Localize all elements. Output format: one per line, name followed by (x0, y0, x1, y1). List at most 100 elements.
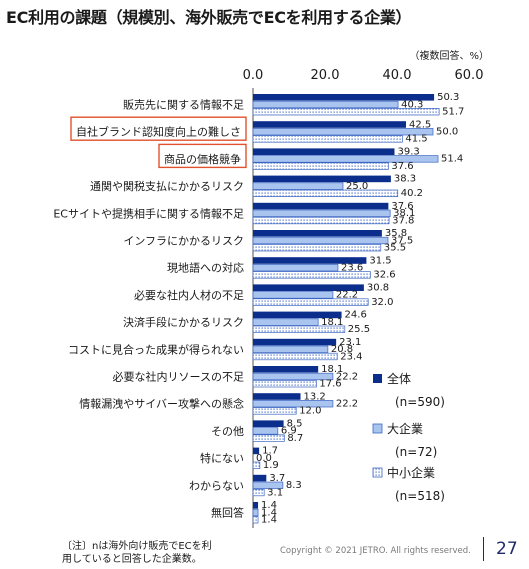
bar (253, 121, 406, 128)
copyright: Copyright © 2021 JETRO. All rights reser… (280, 546, 471, 556)
data-label: 37.6 (391, 201, 413, 212)
bar (252, 434, 285, 442)
data-label: 51.4 (441, 154, 463, 165)
data-label: 32.6 (373, 270, 395, 281)
bar (252, 461, 261, 469)
bar (252, 216, 390, 225)
data-label: 51.7 (442, 107, 464, 118)
highlight-box (70, 116, 247, 141)
bar (252, 488, 265, 497)
bar (252, 189, 399, 197)
category-label: わからない (189, 479, 244, 492)
bar (252, 427, 279, 435)
bar (253, 311, 342, 319)
bar (252, 291, 334, 299)
data-label: 17.6 (319, 379, 341, 390)
data-label: 23.4 (340, 351, 362, 362)
footnote-line: 〔注〕nは海外向け販売でECを利 (62, 541, 212, 552)
bar (253, 420, 284, 427)
bar (253, 175, 391, 183)
data-label: 39.3 (397, 147, 419, 158)
bar (253, 284, 364, 291)
bar (252, 481, 284, 489)
category-label: コストに見合った成果が得られない (68, 342, 244, 356)
footnote-line: 用していると回答した企業数。 (62, 554, 202, 565)
data-label: 37.5 (391, 235, 413, 246)
legend-swatch (372, 467, 383, 478)
x-tick-label: 60.0 (455, 68, 484, 83)
bar (253, 94, 435, 101)
bar (253, 257, 367, 264)
legend-n-label: (n=590) (395, 395, 445, 409)
category-label: 無回答 (211, 506, 244, 520)
bar (252, 244, 382, 252)
data-label: 1.4 (261, 515, 277, 526)
data-label: 31.5 (369, 255, 391, 266)
legend-swatch (372, 423, 383, 434)
data-label: 18.1 (321, 364, 343, 375)
data-label: 23.6 (341, 263, 363, 274)
category-label: 必要な社内人材の不足 (134, 288, 244, 302)
category-label: その他 (211, 425, 244, 438)
legend-label: 大企業 (387, 421, 423, 436)
category-label: 通関や関税支払にかかるリスク (90, 179, 244, 193)
data-label: 8.7 (287, 433, 303, 444)
bar (253, 447, 260, 455)
highlight-box (158, 143, 247, 169)
data-label: 18.1 (321, 317, 343, 328)
legend-n-label: (n=518) (395, 489, 445, 503)
data-label: 1.9 (263, 460, 279, 471)
data-label: 3.1 (267, 487, 283, 498)
data-label: 35.5 (384, 243, 406, 254)
bar (253, 338, 337, 346)
category-label: 自社ブランド認知度向上の難しさ (76, 125, 241, 139)
legend-label: 中小企業 (387, 465, 435, 480)
legend-n-label: (n=72) (395, 445, 437, 459)
bar (252, 325, 346, 333)
bar (252, 298, 369, 306)
data-label: 8.3 (286, 480, 302, 491)
category-label: インフラにかかるリスク (123, 235, 244, 248)
data-label: 20.8 (331, 344, 353, 355)
chart-title: EC利用の課題（規模別、海外販売でECを利用する企業） (6, 8, 412, 27)
bar (252, 318, 319, 326)
category-label: 決済手段にかかるリスク (123, 315, 244, 329)
page-number: 27 (483, 537, 518, 561)
category-label: 販売先に関する情報不足 (123, 99, 244, 112)
bar (252, 516, 259, 524)
footnote: 〔注〕nは海外向け販売でECを利 用していると回答した企業数。 (62, 540, 212, 566)
bar (252, 128, 434, 136)
data-label: 13.2 (304, 391, 326, 402)
data-label: 41.5 (405, 134, 427, 145)
data-label: 38.3 (394, 174, 416, 185)
category-label: 情報漏洩やサイバー攻撃への懸念 (79, 397, 244, 411)
bar (252, 380, 317, 388)
data-label: 30.8 (367, 283, 389, 294)
bar (252, 135, 403, 143)
bar (252, 236, 389, 245)
data-label: 38.1 (393, 208, 415, 219)
data-label: 1.7 (262, 446, 278, 457)
data-label: 3.7 (269, 473, 285, 484)
legend-label: 全体 (387, 371, 411, 386)
data-label: 32.0 (371, 297, 393, 308)
data-label: 24.6 (345, 310, 367, 321)
category-label: 商品の価格競争 (164, 152, 241, 166)
bar (252, 182, 344, 190)
bar (252, 271, 371, 279)
data-label: 0.0 (256, 453, 272, 464)
data-label: 37.8 (392, 215, 414, 226)
bar (252, 508, 259, 517)
data-label: 42.5 (409, 119, 431, 130)
unit-note: （複数回答、%） (409, 51, 489, 62)
data-label: 40.2 (401, 188, 423, 199)
bar (253, 502, 259, 509)
data-label: 8.5 (287, 419, 303, 430)
data-label: 50.3 (437, 92, 459, 103)
category-label: 現地語への対応 (167, 261, 244, 275)
x-tick-label: 40.0 (383, 68, 412, 83)
data-label: 22.2 (336, 290, 358, 301)
category-label: 必要な社内リソースの不足 (113, 370, 244, 384)
bar (253, 148, 395, 155)
